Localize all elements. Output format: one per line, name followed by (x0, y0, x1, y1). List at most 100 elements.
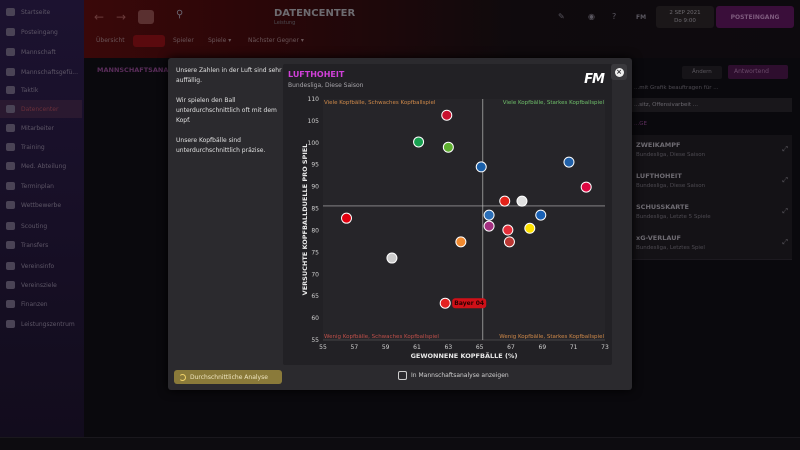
highlight-label: Bayer 04 (454, 300, 484, 307)
sidebar-item-med-abteilung[interactable]: Med. Abteilung (0, 157, 82, 175)
x-tick-label: 67 (507, 344, 515, 351)
sidebar-item-mitarbeiter[interactable]: Mitarbeiter (0, 119, 82, 137)
header: ← → ⚲ DATENCENTER Leistung Übersicht Spi… (84, 0, 800, 58)
medical-icon (6, 162, 15, 170)
page-title: DATENCENTER (274, 8, 356, 19)
edit-button[interactable]: Ändern (682, 66, 722, 79)
section-title: MANNSCHAFTSANALYSE (97, 66, 186, 74)
date-box[interactable]: 2 SEP 2021 Do 9:00 (656, 6, 714, 28)
page-subtitle: Leistung (274, 20, 296, 26)
sidebar-item-label: Posteingang (21, 28, 58, 36)
back-icon[interactable]: ← (94, 10, 105, 24)
inbox-button[interactable]: POSTEINGANG (716, 6, 794, 28)
team-logo-point (503, 236, 515, 248)
tab-players[interactable]: Spieler (173, 37, 194, 44)
show-in-analysis-checkbox[interactable]: In Mannschaftsanalyse anzeigen (398, 371, 509, 380)
shirt-icon (6, 48, 15, 56)
club-crest-icon[interactable] (138, 10, 154, 24)
sidebar-item-label: Vereinsinfo (21, 262, 55, 270)
x-tick-label: 71 (570, 344, 578, 351)
checkbox[interactable] (398, 371, 407, 380)
expand-icon[interactable]: ⤢ (782, 176, 788, 184)
quadrant-label-top-right: Viele Kopfbälle, Starkes Kopfballspiel (503, 100, 605, 106)
fm-menu-button[interactable]: FM (636, 14, 647, 21)
team-logo-point (442, 141, 454, 153)
sidebar-item-mannschaftsgefü-[interactable]: Mannschaftsgefü... (0, 63, 82, 81)
card-lufthoheit[interactable]: LUFTHOHEIT Bundesliga, Diese Saison ⤢ (632, 166, 792, 198)
scouting-icon (6, 222, 15, 230)
sidebar-item-finanzen[interactable]: Finanzen (0, 295, 82, 313)
sidebar-item-scouting[interactable]: Scouting (0, 217, 82, 235)
sidebar-item-startseite[interactable]: Startseite (0, 3, 82, 21)
fm-logo: FM (584, 72, 605, 87)
x-tick-label: 57 (351, 344, 359, 351)
x-tick-label: 59 (382, 344, 390, 351)
sidebar-item-vereinsinfo[interactable]: Vereinsinfo (0, 257, 82, 275)
team-logo-point (563, 156, 575, 168)
sidebar: Startseite Posteingang Mannschaft Mannschaf… (0, 0, 84, 450)
tab-performance[interactable] (133, 35, 165, 47)
y-tick-label: 105 (308, 118, 320, 125)
sidebar-item-datencenter[interactable]: Datencenter (0, 100, 82, 118)
x-tick-label: 65 (476, 344, 484, 351)
team-logo-point (516, 195, 528, 207)
team-logo-point (475, 161, 487, 173)
x-tick-label: 69 (539, 344, 547, 351)
card-title: xG-VERLAUF (636, 234, 681, 242)
tab-next-opponent[interactable]: Nächster Gegner ▾ (248, 37, 304, 44)
close-button[interactable]: × (611, 64, 627, 80)
transfers-icon (6, 241, 15, 249)
team-logo-point (413, 136, 425, 148)
sidebar-item-transfers[interactable]: Transfers (0, 236, 82, 254)
analysis-text: Unsere Zahlen in der Luft sind sehr auff… (176, 66, 284, 166)
sidebar-item-vereinsziele[interactable]: Vereinsziele (0, 276, 82, 294)
scatter-chart: 55 57 59 61 63 65 67 69 71 73 55 60 65 70 75 80 85 90 95 10… (301, 96, 609, 360)
sidebar-item-wettbewerbe[interactable]: Wettbewerbe (0, 196, 82, 214)
card-xg-verlauf[interactable]: xG-VERLAUF Bundesliga, Letztes Spiel ⤢ (632, 228, 792, 260)
sidebar-item-label: Wettbewerbe (21, 201, 62, 209)
sidebar-item-label: Training (21, 143, 45, 151)
search-icon[interactable]: ⚲ (176, 9, 184, 20)
notifications-icon[interactable]: ◉ (588, 12, 595, 21)
tab-matches[interactable]: Spiele ▾ (208, 37, 232, 44)
tab-overview[interactable]: Übersicht (96, 37, 125, 44)
sidebar-item-taktik[interactable]: Taktik (0, 81, 82, 99)
expand-icon[interactable]: ⤢ (782, 207, 788, 215)
quadrant-label-bottom-right: Wenig Kopfbälle, Starkes Kopfballspiel (499, 334, 604, 340)
filter-select[interactable]: ...sitz, Offensivarbeit ... (632, 98, 792, 112)
average-analysis-label: Durchschnittliche Analyse (190, 373, 268, 381)
y-tick-label: 60 (311, 315, 319, 322)
team-logo-point (524, 222, 536, 234)
average-analysis-badge[interactable]: Durchschnittliche Analyse (174, 370, 282, 384)
sidebar-item-terminplan[interactable]: Terminplan (0, 177, 82, 195)
y-axis-label: VERSUCHTE KOPFBALLDUELLE PRO SPIEL (301, 144, 309, 296)
analysis-modal: Unsere Zahlen in der Luft sind sehr auff… (168, 58, 632, 390)
date: 2 SEP 2021 (669, 10, 701, 16)
dynamics-icon (6, 68, 15, 76)
edit-icon[interactable]: ✎ (558, 12, 565, 21)
sidebar-item-posteingang[interactable]: Posteingang (0, 23, 82, 41)
forward-icon[interactable]: → (116, 10, 127, 24)
sidebar-item-label: Scouting (21, 222, 48, 230)
y-tick-label: 95 (311, 162, 319, 169)
y-tick-label: 65 (311, 293, 319, 300)
home-icon (6, 8, 15, 16)
card-schusskarte[interactable]: SCHUSSKARTE Bundesliga, Letzte 5 Spiele ⤢ (632, 197, 792, 229)
analysis-paragraph: Wir spielen den Ball unterdurchschnittli… (176, 97, 277, 124)
sidebar-item-label: Transfers (21, 241, 49, 249)
expand-icon[interactable]: ⤢ (782, 238, 788, 246)
card-zweikampf[interactable]: ZWEIKAMPF Bundesliga, Diese Saison ⤢ (632, 135, 792, 167)
help-icon[interactable]: ? (612, 12, 617, 21)
sidebar-item-mannschaft[interactable]: Mannschaft (0, 43, 82, 61)
sidebar-item-leistungszentrum[interactable]: Leistungszentrum (0, 315, 82, 333)
reply-dropdown[interactable]: Antwortend (728, 65, 788, 79)
progress-ring-icon (179, 373, 186, 381)
x-axis-label: GEWONNENE KOPFBÄLLE (%) (411, 351, 518, 360)
team-logo-point (441, 109, 453, 121)
sidebar-item-label: Datencenter (21, 105, 59, 113)
sidebar-item-label: Mitarbeiter (21, 124, 55, 132)
sidebar-item-training[interactable]: Training (0, 138, 82, 156)
briefcase-icon (6, 281, 15, 289)
expand-icon[interactable]: ⤢ (782, 145, 788, 153)
development-icon (6, 320, 15, 328)
